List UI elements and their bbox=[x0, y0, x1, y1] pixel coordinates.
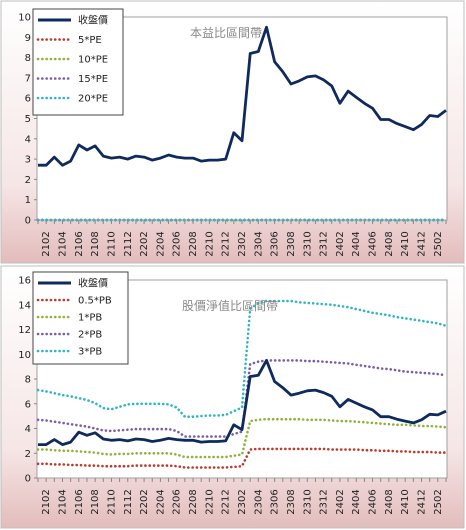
x-tick-label: 2104 bbox=[57, 231, 68, 256]
x-tick-label: 2308 bbox=[286, 489, 297, 514]
y-tick-label: 8 bbox=[25, 53, 31, 64]
x-tick-label: 2408 bbox=[384, 231, 395, 256]
x-tick-label: 2412 bbox=[417, 231, 428, 256]
legend-label: 3*PB bbox=[78, 347, 102, 358]
x-tick-label: 2204 bbox=[155, 231, 166, 256]
x-tick-label: 2310 bbox=[302, 231, 313, 256]
y-tick-label: 0 bbox=[25, 216, 31, 227]
series-line-收盤價 bbox=[38, 25, 447, 167]
x-tick-label: 2108 bbox=[90, 231, 101, 256]
y-tick-label: 1 bbox=[25, 195, 31, 206]
y-tick-label: 6 bbox=[25, 399, 31, 410]
x-tick-label: 2412 bbox=[417, 489, 428, 514]
series-line-1*PB bbox=[36, 417, 448, 459]
x-tick-label: 2110 bbox=[106, 231, 117, 256]
y-tick-label: 5 bbox=[25, 114, 31, 125]
x-tick-label: 2306 bbox=[270, 489, 281, 514]
x-tick-label: 2402 bbox=[335, 231, 346, 256]
y-tick-label: 2 bbox=[25, 175, 31, 186]
y-tick-label: 14 bbox=[18, 300, 31, 311]
y-tick-label: 12 bbox=[18, 325, 31, 336]
pb-band-chart: 0 2 4 6 8 10 12 14 16 2102 2104 2106 2108 2110 2112 220… bbox=[0, 265, 465, 529]
x-tick-label: 2402 bbox=[335, 489, 346, 514]
y-tick-label: 16 bbox=[18, 276, 31, 287]
chart-title: 本益比區間帶 bbox=[190, 26, 262, 40]
y-tick-label: 6 bbox=[25, 94, 31, 105]
legend-label: 收盤價 bbox=[78, 277, 108, 290]
x-tick-label: 2210 bbox=[204, 231, 215, 256]
x-tick-label: 2208 bbox=[188, 489, 199, 514]
x-tick-label: 2106 bbox=[74, 231, 85, 256]
y-tick-label: 9 bbox=[25, 33, 31, 44]
y-tick-label: 2 bbox=[25, 449, 31, 460]
legend-label: 收盤價 bbox=[78, 14, 108, 27]
y-tick-label: 0 bbox=[25, 474, 31, 485]
series-line-0.5*PB bbox=[36, 447, 448, 469]
x-tick-label: 2408 bbox=[384, 489, 395, 514]
y-tick-label: 10 bbox=[18, 13, 31, 24]
x-tick-label: 2304 bbox=[253, 231, 264, 256]
y-tick-label: 4 bbox=[25, 134, 31, 145]
x-tick-label: 2102 bbox=[41, 489, 52, 514]
pe-band-chart: 0 1 2 3 4 5 6 7 8 9 10 2102 2104 2106 2108 2110 2112 2202… bbox=[0, 0, 465, 264]
x-tick-label: 2502 bbox=[433, 231, 444, 256]
legend-label: 1*PB bbox=[78, 313, 102, 324]
chart-title: 股價淨值比區間帶 bbox=[182, 298, 278, 313]
x-tick-label: 2104 bbox=[57, 489, 68, 514]
x-tick-label: 2502 bbox=[433, 489, 444, 514]
x-tick-label: 2406 bbox=[368, 231, 379, 256]
x-tick-label: 2210 bbox=[204, 489, 215, 514]
legend-label: 10*PE bbox=[78, 55, 108, 66]
x-tick-label: 2206 bbox=[172, 489, 183, 514]
x-tick-label: 2410 bbox=[400, 489, 411, 514]
x-tick-label: 2406 bbox=[368, 489, 379, 514]
x-tick-label: 2112 bbox=[123, 231, 134, 256]
x-tick-label: 2112 bbox=[123, 489, 134, 514]
series-line-收盤價 bbox=[38, 359, 447, 446]
y-tick-label: 10 bbox=[18, 350, 31, 361]
x-tick-label: 2306 bbox=[270, 231, 281, 256]
x-tick-label: 2310 bbox=[302, 489, 313, 514]
x-tick-label: 2312 bbox=[319, 489, 330, 514]
x-tick-label: 2302 bbox=[237, 489, 248, 514]
x-tick-label: 2204 bbox=[155, 489, 166, 514]
x-tick-label: 2208 bbox=[188, 231, 199, 256]
legend-label: 20*PE bbox=[78, 94, 108, 105]
x-tick-label: 2202 bbox=[139, 231, 150, 256]
x-tick-label: 2202 bbox=[139, 489, 150, 514]
legend-label: 2*PB bbox=[78, 330, 102, 341]
x-tick-label: 2110 bbox=[106, 489, 117, 514]
x-tick-label: 2308 bbox=[286, 231, 297, 256]
y-tick-label: 3 bbox=[25, 155, 31, 166]
x-tick-label: 2106 bbox=[74, 489, 85, 514]
x-tick-label: 2312 bbox=[319, 231, 330, 256]
x-tick-label: 2404 bbox=[351, 489, 362, 514]
x-tick-label: 2212 bbox=[221, 489, 232, 514]
x-tick-label: 2304 bbox=[253, 489, 264, 514]
x-tick-label: 2302 bbox=[237, 231, 248, 256]
y-tick-label: 4 bbox=[25, 424, 31, 435]
series-line-3*PB bbox=[36, 299, 448, 418]
legend-box bbox=[32, 271, 129, 365]
x-tick-label: 2108 bbox=[90, 489, 101, 514]
x-tick-label: 2404 bbox=[351, 231, 362, 256]
x-tick-label: 2410 bbox=[400, 231, 411, 256]
legend-label: 0.5*PB bbox=[78, 296, 112, 307]
series-line-2*PB bbox=[36, 359, 448, 438]
y-tick-label: 8 bbox=[25, 375, 31, 386]
x-tick-label: 2206 bbox=[172, 231, 183, 256]
x-tick-label: 2212 bbox=[221, 231, 232, 256]
x-tick-label: 2102 bbox=[41, 231, 52, 256]
y-tick-label: 7 bbox=[25, 73, 31, 84]
legend-label: 5*PE bbox=[78, 35, 102, 46]
legend-box bbox=[32, 8, 124, 116]
legend-label: 15*PE bbox=[78, 74, 108, 85]
